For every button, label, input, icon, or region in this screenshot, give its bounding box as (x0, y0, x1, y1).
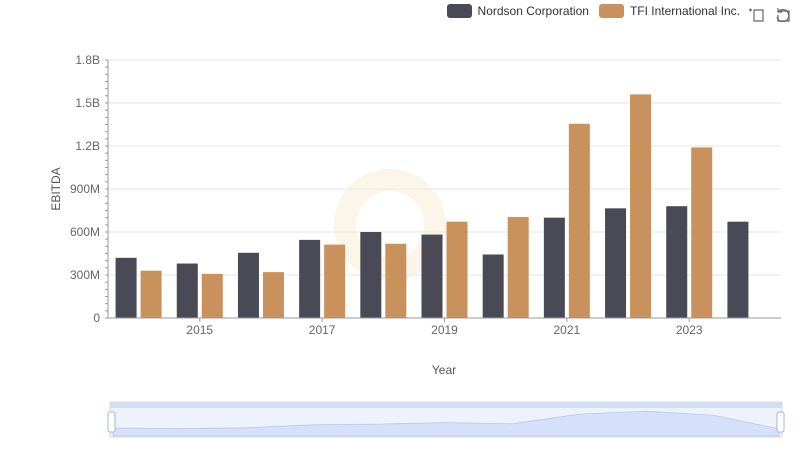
legend: Nordson Corporation TFI International In… (446, 4, 740, 18)
zoom-data-shadow (112, 410, 780, 437)
bar-tfi-2023[interactable] (691, 147, 713, 318)
y-axis: 0 300M 600M 900M 1.2B 1.5B 1.8B (70, 53, 109, 325)
bar-nordson-2023[interactable] (666, 206, 688, 318)
x-axis: 2015 2017 2019 2021 2023 (108, 317, 781, 337)
y-tick-label: 900M (70, 182, 100, 196)
y-tick-label: 600M (70, 225, 100, 239)
bar-tfi-2022[interactable] (630, 94, 652, 319)
bar-tfi-2017[interactable] (324, 244, 346, 318)
bar-nordson-2021[interactable] (543, 217, 565, 318)
bar-tfi-2018[interactable] (385, 243, 407, 318)
bar-nordson-2014[interactable] (115, 257, 137, 318)
bar-tfi-2015[interactable] (201, 273, 223, 318)
bar-nordson-2019[interactable] (421, 234, 443, 318)
x-tick-label: 2021 (554, 323, 581, 337)
zoom-select-icon[interactable] (748, 6, 764, 22)
x-tick-label: 2015 (186, 323, 213, 337)
bar-tfi-2014[interactable] (140, 270, 162, 318)
legend-swatch-nordson (446, 4, 472, 18)
y-tick-label: 0 (93, 311, 100, 325)
bar-nordson-2016[interactable] (237, 252, 259, 318)
legend-item-nordson[interactable]: Nordson Corporation (446, 4, 589, 18)
y-tick-label: 1.5B (75, 96, 100, 110)
restore-icon[interactable] (774, 6, 790, 22)
zoom-slider[interactable] (107, 401, 785, 438)
x-tick-label: 2023 (676, 323, 703, 337)
zoom-handle-left[interactable] (107, 411, 116, 433)
legend-label-nordson: Nordson Corporation (477, 4, 589, 18)
bar-tfi-2021[interactable] (568, 123, 590, 319)
x-tick-label: 2019 (431, 323, 458, 337)
legend-swatch-tfi (598, 4, 624, 18)
legend-label-tfi: TFI International Inc. (629, 4, 740, 18)
y-axis-title: EBITDA (49, 167, 63, 210)
bar-nordson-2022[interactable] (605, 208, 627, 318)
y-tick-label: 300M (70, 268, 100, 282)
bar-nordson-2015[interactable] (176, 263, 198, 318)
zoom-slider-top-bar[interactable] (110, 402, 782, 408)
y-tick-label: 1.8B (75, 53, 100, 67)
bar-tfi-2016[interactable] (262, 272, 284, 318)
bar-nordson-2024[interactable] (727, 221, 749, 318)
bar-tfi-2020[interactable] (507, 216, 529, 318)
toolbox (748, 6, 790, 22)
y-tick-label: 1.2B (75, 139, 100, 153)
zoom-handle-right[interactable] (776, 411, 785, 433)
bar-nordson-2017[interactable] (299, 239, 321, 318)
x-axis-title: Year (432, 363, 456, 377)
bar-tfi-2019[interactable] (446, 221, 468, 318)
legend-item-tfi[interactable]: TFI International Inc. (598, 4, 740, 18)
bars (115, 94, 749, 319)
bar-nordson-2020[interactable] (482, 254, 504, 318)
x-tick-label: 2017 (309, 323, 336, 337)
bar-nordson-2018[interactable] (360, 232, 382, 318)
